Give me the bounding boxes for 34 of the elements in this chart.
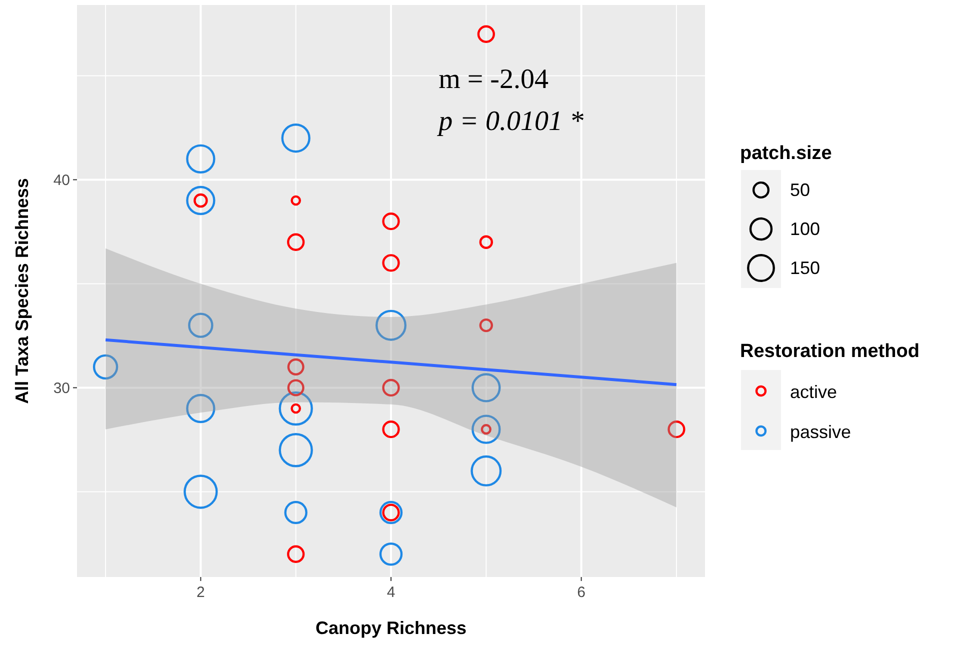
annotation: m = -2.04 — [438, 64, 548, 96]
legend-label: 100 — [790, 219, 820, 239]
x-tick-label: 2 — [196, 584, 205, 601]
x-tick-label: 6 — [577, 584, 586, 601]
point — [281, 124, 310, 153]
point — [382, 420, 400, 438]
point — [382, 378, 400, 397]
point — [382, 212, 400, 230]
point — [477, 25, 495, 43]
point — [668, 420, 686, 438]
text: patch.size — [740, 143, 832, 164]
point — [287, 233, 305, 251]
point — [376, 310, 406, 341]
legend-label: 150 — [790, 258, 820, 278]
point — [287, 358, 304, 376]
text: Restoration method — [740, 341, 920, 362]
point — [186, 144, 216, 174]
point — [472, 373, 501, 402]
x-axis-title: Canopy Richness — [315, 618, 467, 638]
legend-label: passive — [790, 422, 852, 442]
point — [382, 254, 400, 272]
point — [287, 545, 305, 563]
x-tick-label: 4 — [386, 584, 396, 601]
point — [472, 414, 501, 444]
y-tick-label: 40 — [53, 172, 70, 190]
legend-label: 50 — [790, 180, 810, 200]
line-series — [104, 338, 678, 386]
legend-label: active — [790, 382, 838, 402]
y-axis-title: All Taxa Species Richness — [12, 178, 32, 404]
point — [287, 379, 304, 396]
y-tick-label: 30 — [53, 380, 70, 398]
annotation: p = 0.0101 * — [436, 106, 584, 138]
point — [186, 394, 216, 424]
point — [186, 186, 216, 216]
